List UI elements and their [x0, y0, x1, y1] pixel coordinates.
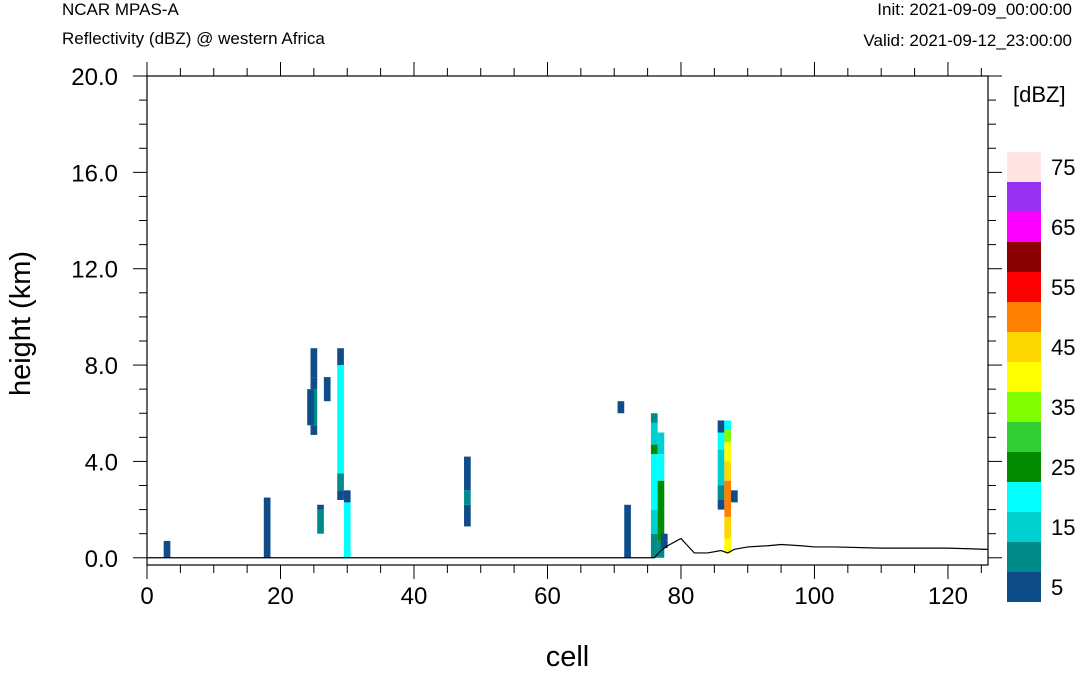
- reflectivity-cell: [337, 490, 344, 500]
- colorbar-swatch: [1007, 542, 1041, 572]
- reflectivity-cell: [650, 509, 658, 534]
- reflectivity-cell: [657, 480, 665, 541]
- y-tick-label: 16.0: [71, 160, 118, 187]
- x-tick-label: 120: [928, 583, 968, 610]
- reflectivity-cell: [650, 533, 658, 558]
- x-tick-label: 40: [401, 583, 428, 610]
- reflectivity-cell: [337, 473, 344, 491]
- colorbar-swatch: [1007, 452, 1041, 482]
- reflectivity-cell: [660, 533, 668, 549]
- reflectivity-cell: [337, 348, 344, 366]
- colorbar-title: [dBZ]: [1013, 82, 1066, 107]
- reflectivity-cell: [724, 420, 732, 431]
- reflectivity-cell: [464, 504, 471, 527]
- reflectivity-cell: [310, 425, 318, 435]
- plot-subtitle: Reflectivity (dBZ) @ western Africa: [62, 29, 325, 48]
- colorbar-swatch: [1007, 272, 1041, 302]
- colorbar-tick-label: 5: [1051, 575, 1063, 600]
- y-axis-label: height (km): [5, 251, 37, 396]
- reflectivity-cells: [163, 348, 738, 558]
- axis-ticks: [133, 62, 1002, 579]
- reflectivity-cell: [317, 509, 324, 534]
- colorbar-tick-label: 75: [1051, 155, 1075, 180]
- x-tick-label: 80: [668, 583, 695, 610]
- reflectivity-cell: [724, 516, 732, 539]
- y-tick-label: 20.0: [71, 64, 118, 91]
- y-tick-label: 4.0: [85, 449, 118, 476]
- colorbar-tick-label: 45: [1051, 335, 1075, 360]
- reflectivity-cell: [650, 422, 658, 445]
- x-tick-label: 60: [534, 583, 561, 610]
- x-tick-label: 0: [140, 583, 153, 610]
- reflectivity-cell: [724, 538, 732, 553]
- colorbar-tick-label: 55: [1051, 275, 1075, 300]
- reflectivity-cell: [717, 420, 725, 433]
- reflectivity-cell: [717, 499, 725, 510]
- reflectivity-cell: [317, 504, 324, 510]
- colorbar: 5 15 25 35 45 55 65 75: [1007, 152, 1075, 602]
- colorbar-swatch: [1007, 362, 1041, 392]
- y-tick-labels: 0.0 4.0 8.0 12.0 16.0 20.0: [71, 64, 118, 573]
- reflectivity-cell: [717, 432, 725, 450]
- terrain-line: [147, 537, 989, 559]
- reflectivity-cell: [337, 365, 344, 474]
- colorbar-swatch: [1007, 392, 1041, 422]
- reflectivity-cell: [310, 348, 318, 378]
- reflectivity-cell: [657, 540, 665, 558]
- reflectivity-cell: [343, 502, 351, 558]
- x-tick-labels: 0 20 40 60 80 100 120: [140, 583, 968, 610]
- colorbar-tick-label: 25: [1051, 455, 1075, 480]
- init-time: Init: 2021-09-09_00:00:00: [877, 0, 1072, 19]
- reflectivity-cell: [263, 497, 271, 558]
- colorbar-tick-label: 65: [1051, 215, 1075, 240]
- reflectivity-cell: [731, 490, 738, 503]
- colorbar-swatch: [1007, 572, 1041, 602]
- reflectivity-cell: [724, 442, 732, 462]
- x-axis-label: cell: [546, 641, 590, 673]
- colorbar-swatch: [1007, 212, 1041, 242]
- reflectivity-cell: [464, 490, 471, 505]
- reflectivity-cell: [343, 490, 351, 503]
- reflectivity-cell: [657, 454, 665, 481]
- reflectivity-cell: [717, 449, 725, 486]
- reflectivity-cell: [624, 504, 631, 558]
- y-tick-label: 8.0: [85, 353, 118, 380]
- reflectivity-cell: [650, 413, 658, 423]
- colorbar-swatch: [1007, 512, 1041, 542]
- x-tick-label: 100: [794, 583, 834, 610]
- reflectivity-cell: [617, 401, 625, 414]
- reflectivity-cell: [724, 461, 732, 481]
- colorbar-tick-label: 15: [1051, 515, 1075, 540]
- colorbar-swatch: [1007, 332, 1041, 362]
- reflectivity-cell: [717, 485, 725, 500]
- colorbar-swatch: [1007, 182, 1041, 212]
- colorbar-tick-label: 35: [1051, 395, 1075, 420]
- reflectivity-cell: [310, 377, 318, 390]
- x-tick-label: 20: [267, 583, 294, 610]
- colorbar-swatch: [1007, 422, 1041, 452]
- colorbar-swatch: [1007, 302, 1041, 332]
- reflectivity-cell: [724, 430, 732, 443]
- colorbar-swatch: [1007, 152, 1041, 182]
- valid-time: Valid: 2021-09-12_23:00:00: [863, 31, 1072, 50]
- reflectivity-cell: [163, 540, 171, 558]
- reflectivity-cell: [307, 389, 314, 426]
- reflectivity-cell: [464, 456, 471, 491]
- colorbar-swatch: [1007, 482, 1041, 512]
- reflectivity-cell: [323, 377, 331, 402]
- reflectivity-cell: [650, 454, 658, 510]
- reflectivity-cell: [650, 444, 658, 455]
- terrain-polyline: [147, 537, 989, 559]
- plot-frame: [146, 75, 989, 566]
- y-tick-label: 12.0: [71, 257, 118, 284]
- reflectivity-cell: [724, 480, 732, 517]
- y-tick-label: 0.0: [85, 546, 118, 573]
- colorbar-swatch: [1007, 242, 1041, 272]
- reflectivity-cell: [657, 432, 665, 455]
- model-title: NCAR MPAS-A: [62, 0, 179, 19]
